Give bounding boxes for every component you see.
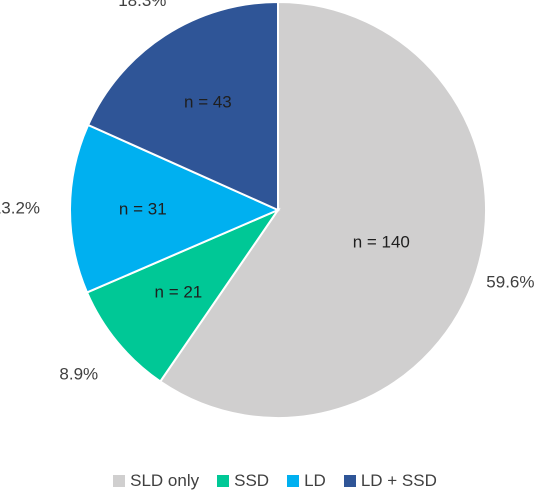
legend-label: LD + SSD [360, 471, 437, 490]
slice-count-label: n = 21 [155, 282, 203, 301]
legend-label: SSD [234, 471, 270, 490]
legend-swatch [287, 475, 300, 487]
legend: SLD only SSD LD LD + SSD [0, 469, 550, 493]
legend-item: LD + SSD [343, 471, 437, 491]
pie-slice [69, 123, 281, 294]
legend-swatch [343, 475, 356, 487]
slice-count-label: n = 43 [184, 92, 232, 111]
slice-percent-label: 8.9% [59, 364, 98, 383]
slice-count-label: n = 140 [353, 233, 410, 252]
legend-item: SSD [217, 471, 269, 491]
pie-slice [85, 207, 281, 383]
slice-percent-label: 59.6% [486, 273, 534, 292]
pie-slice [158, 0, 487, 419]
slice-count-label: n = 31 [119, 200, 167, 219]
legend-item: LD [287, 471, 326, 491]
legend-item: SLD only [113, 471, 199, 491]
slice-percent-label: 13.2% [0, 199, 40, 218]
pie-slice [86, 0, 279, 212]
slice-percent-label: 18.3% [118, 0, 166, 10]
legend-label: SLD only [130, 471, 200, 490]
pie-chart: n = 140 59.6% n = 21 8.9% n = 31 13.2% n = 43 1… [0, 0, 535, 419]
legend-swatch [217, 475, 230, 487]
legend-label: LD [304, 471, 326, 490]
legend-swatch [113, 475, 126, 487]
